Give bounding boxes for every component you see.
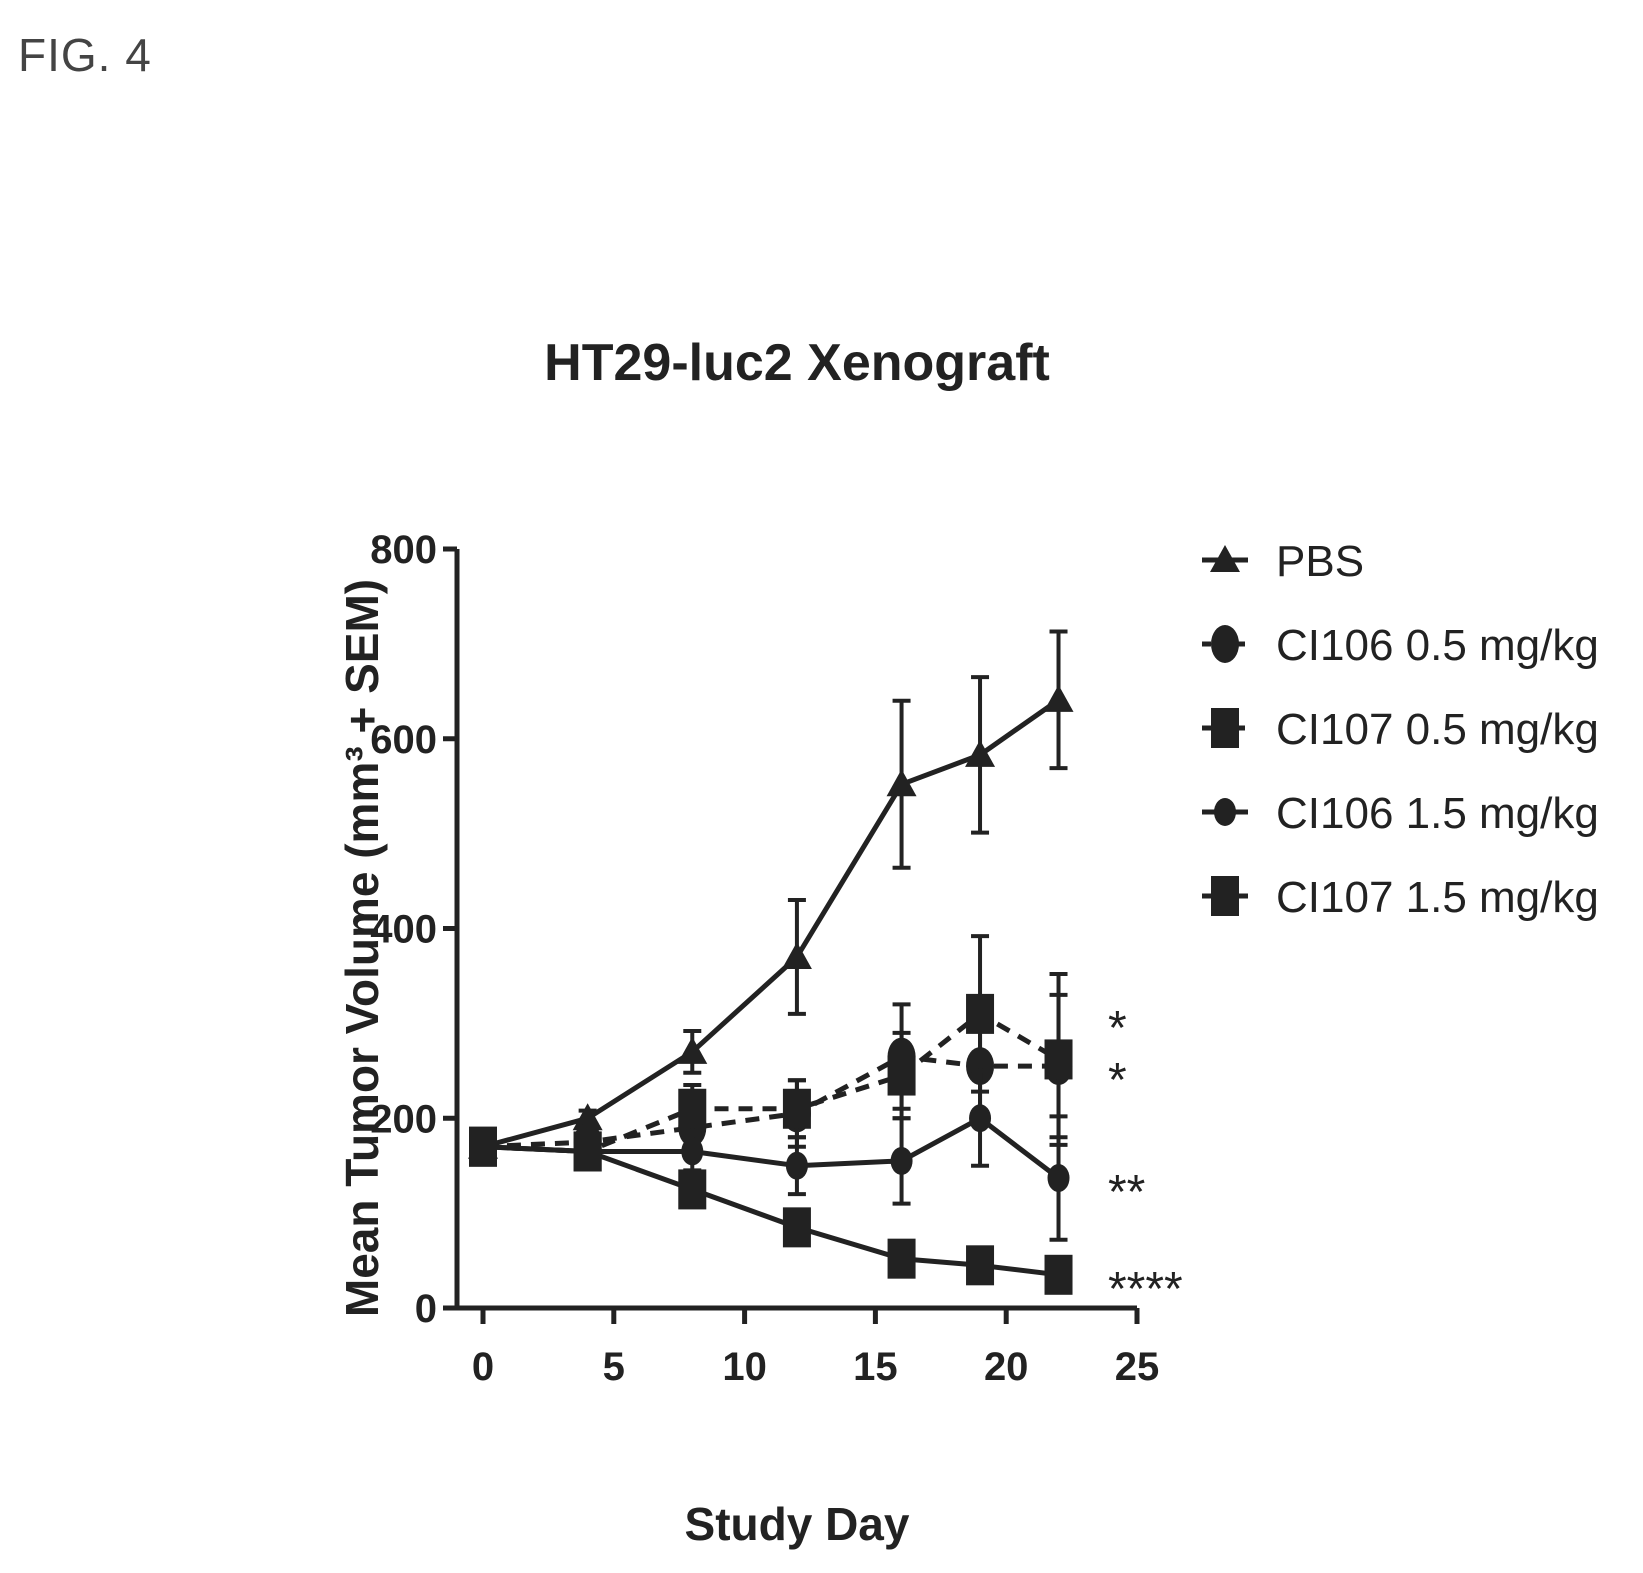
chart-title: HT29-luc2 Xenograft: [544, 334, 1050, 392]
data-point: [969, 1104, 992, 1133]
data-point: [782, 1088, 811, 1129]
legend-item-4: CI107 1.5 mg/kg: [1202, 873, 1599, 922]
significance-annotations: ********: [1108, 1002, 1183, 1316]
data-point: [965, 739, 996, 767]
legend-label: CI106 1.5 mg/kg: [1276, 789, 1599, 838]
data-point: [1044, 1254, 1073, 1295]
y-tick-label: 200: [370, 1097, 437, 1141]
data-point: [469, 1126, 497, 1167]
legend-label: CI107 1.5 mg/kg: [1276, 873, 1599, 922]
data-point: [1044, 1039, 1073, 1080]
data-point: [573, 1131, 602, 1172]
axes: 0 200 400 600 800 0 5 10 15 20 25: [370, 528, 1159, 1389]
legend-item-0: PBS: [1202, 537, 1364, 586]
legend-item-1: CI106 0.5 mg/kg: [1202, 621, 1599, 670]
legend-marker: [1210, 545, 1240, 572]
x-tick-label: 20: [984, 1345, 1029, 1389]
legend-marker: [1214, 798, 1236, 826]
legend-label: CI107 0.5 mg/kg: [1276, 705, 1599, 754]
data-point: [966, 993, 995, 1034]
significance-label: **: [1108, 1166, 1145, 1219]
legend-item-3: CI106 1.5 mg/kg: [1202, 789, 1599, 838]
data-point: [677, 1036, 708, 1064]
data-point: [1047, 1164, 1070, 1193]
data-point: [678, 1088, 707, 1129]
series-line: [482, 1011, 1060, 1154]
x-tick-label: 5: [603, 1345, 625, 1389]
y-axis-label: Mean Tumor Volume (mm³ + SEM): [336, 579, 388, 1317]
x-tick-label: 10: [722, 1345, 767, 1389]
significance-label: ****: [1108, 1263, 1183, 1316]
x-tick-label: 15: [853, 1345, 898, 1389]
data-point: [886, 769, 917, 797]
y-tick-label: 0: [415, 1287, 437, 1331]
legend-marker: [1211, 708, 1239, 748]
data-point: [887, 1055, 916, 1096]
data-point: [966, 1245, 995, 1286]
legend-label: PBS: [1276, 537, 1364, 586]
y-tick-label: 800: [370, 528, 437, 572]
legend: PBS CI106 0.5 mg/kg CI107 0.5 mg/kg CI106 1…: [1202, 537, 1599, 922]
data-point: [572, 1103, 603, 1131]
data-point: [781, 941, 812, 969]
x-axis-label: Study Day: [685, 1498, 910, 1550]
data-point: [782, 1207, 811, 1248]
series-3: [472, 1068, 1070, 1242]
data-point: [1043, 684, 1074, 712]
x-tick-label: 0: [472, 1345, 494, 1389]
x-tick-label: 25: [1115, 1345, 1160, 1389]
data-point: [887, 1238, 916, 1279]
data-point: [890, 1146, 913, 1175]
y-tick-label: 600: [370, 718, 437, 762]
data-point: [785, 1151, 808, 1180]
data-point: [681, 1137, 704, 1166]
legend-label: CI106 0.5 mg/kg: [1276, 621, 1599, 670]
figure-label: FIG. 4: [18, 29, 152, 81]
legend-marker: [1211, 876, 1239, 916]
series-4: [469, 1126, 1073, 1295]
series-layer: [468, 629, 1074, 1295]
legend-item-2: CI107 0.5 mg/kg: [1202, 705, 1599, 754]
legend-marker: [1211, 625, 1239, 663]
significance-label: *: [1108, 1002, 1127, 1055]
significance-label: *: [1108, 1054, 1127, 1107]
y-tick-label: 400: [370, 908, 437, 952]
data-point: [678, 1169, 707, 1210]
